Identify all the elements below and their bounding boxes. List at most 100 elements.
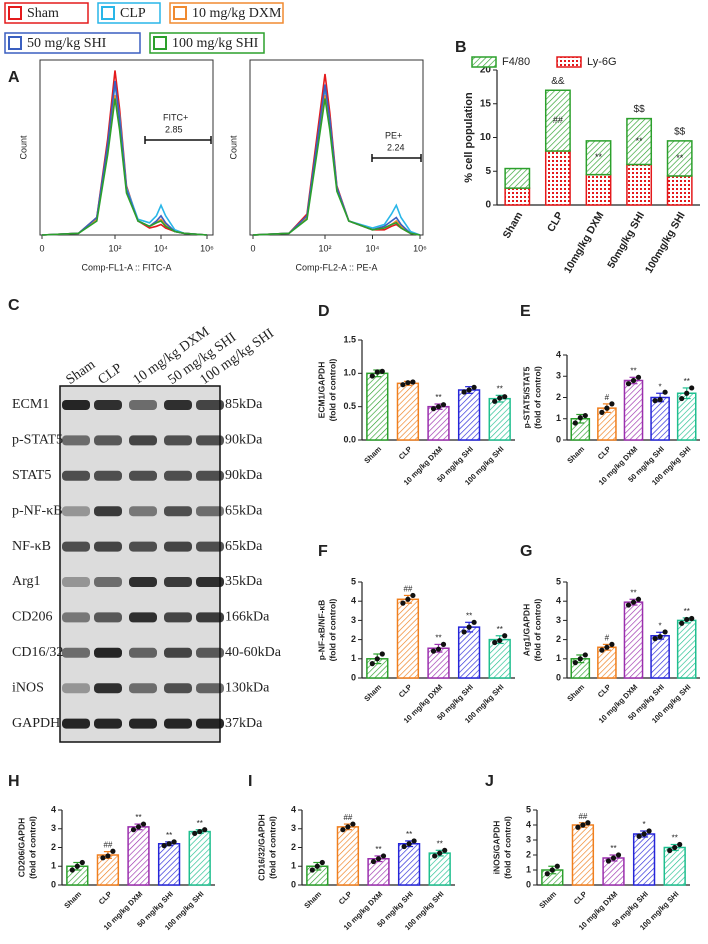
data-point [492,639,498,646]
gate-name: PE+ [385,130,402,140]
data-point [110,848,116,854]
y-tick-label: 1 [351,653,356,663]
bar [427,647,450,679]
row-label: NF-κB [12,539,51,554]
blot-band [164,470,192,481]
y-axis-label: (fold of control) [327,358,337,421]
data-point [646,828,652,834]
data-point [497,395,503,401]
row-size: 35kDa [225,574,263,589]
bar [488,397,511,441]
x-tick-label: CLP [572,889,589,906]
bar [650,396,670,441]
data-point [379,651,385,657]
y-tick-label: 4 [526,819,531,829]
data-point [319,859,325,866]
y-tick-label: 1 [291,861,296,871]
data-point [604,405,610,411]
blot-band [196,541,224,552]
blot-band [164,400,192,410]
bar [127,826,150,886]
data-point [400,382,406,388]
significance-label: ** [166,831,172,840]
x-tick-label: Sham [565,682,586,703]
blot-band [62,400,90,410]
significance-label: ** [135,813,141,822]
data-point [630,599,637,605]
y-tick-label: 5 [351,576,356,586]
y-tick-label: 0 [485,200,491,211]
blot-band [62,541,90,552]
y-tick-label: 3 [556,615,561,625]
data-point [400,600,406,606]
blot-band [196,577,224,587]
y-tick-label: 3 [556,371,561,381]
blot-band [196,435,224,446]
y-tick-label: 10 [480,132,492,143]
data-point [577,415,583,421]
data-point [636,833,642,839]
data-point [662,629,668,635]
legend-label: Ly-6G [587,56,617,68]
lane-label: CLP [96,361,126,388]
data-point [74,863,80,869]
data-point [340,827,346,833]
x-tick-label: CLP [397,682,414,699]
data-point [677,841,683,848]
data-point [554,863,560,869]
blot-band [164,612,192,623]
significance-label: # [605,634,610,643]
significance-label: ## [403,585,412,594]
y-tick-label: 2 [556,634,561,644]
data-point [582,652,588,658]
histogram-curve [252,98,421,236]
significance-label: ** [684,607,690,616]
data-point [369,373,375,379]
panel-letter: C [8,297,20,314]
significance-label: ** [630,366,636,375]
bar-segment [504,187,531,206]
data-point [466,624,472,630]
data-point [440,641,447,648]
data-point [435,404,442,410]
blot-band [129,612,157,623]
legend-box [97,2,161,24]
data-point [572,660,578,666]
bar [650,635,670,679]
x-tick-label: Sham [362,682,383,703]
significance-label: ** [672,834,678,843]
bar [632,833,656,886]
bar [427,405,450,441]
x-tick-label: 50mg/kg SHI [605,210,647,271]
data-point [442,847,448,853]
histogram-curve [41,98,208,236]
x-tick-label: 0 [39,243,44,253]
data-point [430,406,437,412]
row-size: 37kDa [225,716,263,731]
bar-segment [585,140,612,176]
blot-band [129,577,157,587]
row-label: p-STAT5 [12,433,63,448]
significance-label: ** [197,819,203,828]
significance-label: && [551,76,565,87]
significance-label: * [659,621,662,630]
row-label: iNOS [12,680,44,695]
panel-letter: H [8,773,20,790]
data-point [549,867,555,873]
blot-band [62,718,90,729]
data-point [79,859,85,866]
blot-band [196,470,224,481]
significance-label: ** [610,844,616,853]
data-point [350,821,356,827]
legend-label: CLP [120,6,146,21]
data-point [667,847,673,854]
histogram-curve [252,87,421,236]
blot-band [94,647,122,658]
data-point [684,616,690,623]
significance-label: $$ [634,104,646,115]
blot-band [62,683,90,694]
y-tick-label: 0.5 [343,401,356,411]
blot-band [129,435,157,446]
data-point [577,656,583,662]
data-point [461,629,467,635]
